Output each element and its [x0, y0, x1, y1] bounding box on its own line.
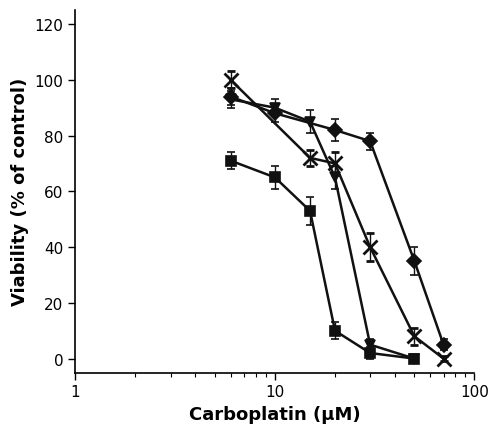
- X-axis label: Carboplatin (μM): Carboplatin (μM): [189, 405, 360, 423]
- Y-axis label: Viability (% of control): Viability (% of control): [11, 78, 29, 306]
